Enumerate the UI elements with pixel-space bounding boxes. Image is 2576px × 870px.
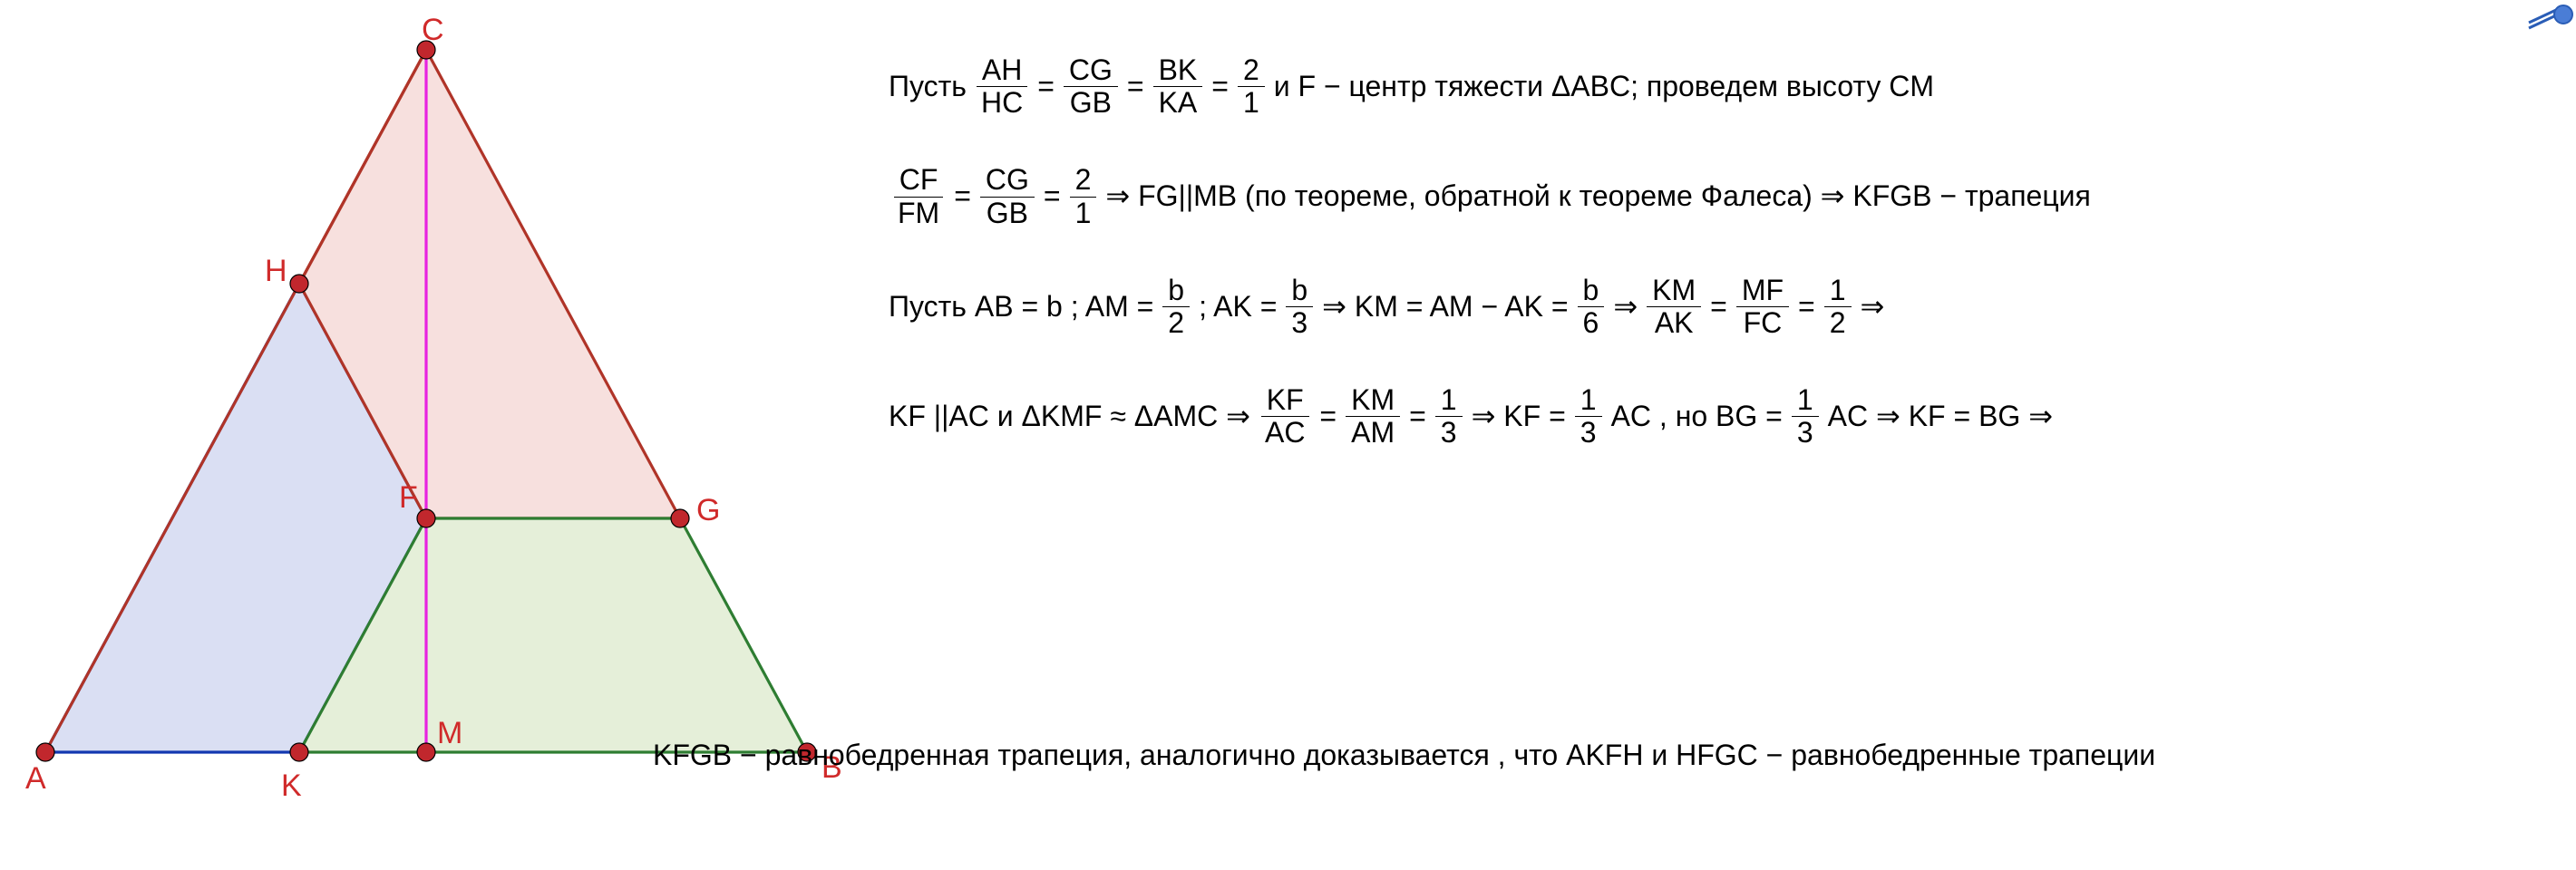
- frac-MF-FC: MFFC: [1736, 275, 1789, 339]
- l1-post: и F − центр тяжести ΔABC; проведем высот…: [1274, 63, 1934, 110]
- frac-KM-AK: KMAK: [1647, 275, 1701, 339]
- l1-pre: Пусть: [889, 63, 967, 110]
- frac-1-3-b: 13: [1575, 384, 1602, 449]
- label-C: C: [422, 18, 444, 47]
- l4d: AC ⇒ KF = BG ⇒: [1828, 393, 2053, 440]
- frac-b-2: b2: [1162, 275, 1190, 339]
- line-2: CFFM = CGGB = 21 ⇒ FG||MB (по теореме, о…: [889, 164, 2540, 228]
- line-1: Пусть AHHC = CGGB = BKKA = 21 и F − цент…: [889, 54, 2540, 119]
- label-G: G: [696, 493, 720, 527]
- eq: =: [1798, 284, 1815, 330]
- l4b: ⇒ KF =: [1472, 393, 1566, 440]
- l2-arr: ⇒ FG||MB (по теореме, обратной к теореме…: [1105, 173, 2091, 219]
- label-F: F: [399, 480, 418, 515]
- label-H: H: [265, 254, 287, 288]
- frac-KF-AC: KFAC: [1259, 384, 1310, 449]
- frac-b-3: b3: [1286, 275, 1313, 339]
- eq: =: [1044, 173, 1061, 219]
- eq: =: [1211, 63, 1229, 110]
- frac-b-6: b6: [1578, 275, 1605, 339]
- label-A: A: [25, 761, 46, 796]
- geometry-svg: ABCHGKMF: [18, 18, 852, 852]
- point-K: [290, 743, 308, 761]
- l3d: ⇒: [1613, 284, 1638, 330]
- eq: =: [1710, 284, 1727, 330]
- l3a: Пусть AB = b ; AM =: [889, 284, 1153, 330]
- line-4: KF ||AC и ΔKMF ≈ ΔAMC ⇒ KFAC = KMAM = 13…: [889, 384, 2540, 449]
- eq: =: [1037, 63, 1055, 110]
- geogebra-icon[interactable]: [2527, 2, 2574, 34]
- eq: =: [1319, 393, 1337, 440]
- l4c: AC , но BG =: [1611, 393, 1783, 440]
- eq: =: [954, 173, 971, 219]
- proof-text: Пусть AHHC = CGGB = BKKA = 21 и F − цент…: [852, 18, 2558, 495]
- frac-1-3-c: 13: [1792, 384, 1819, 449]
- point-H: [290, 275, 308, 293]
- point-G: [671, 509, 689, 527]
- frac-KM-AM: KMAM: [1346, 384, 1400, 449]
- label-K: K: [281, 768, 302, 803]
- frac-CF-FM: CFFM: [892, 164, 945, 228]
- point-M: [417, 743, 435, 761]
- point-F: [417, 509, 435, 527]
- eq: =: [1409, 393, 1426, 440]
- frac-BK-KA: BKKA: [1153, 54, 1203, 119]
- label-M: M: [437, 716, 462, 750]
- frac-2-1: 21: [1238, 54, 1265, 119]
- l3e: ⇒: [1861, 284, 1885, 330]
- frac-1-3: 13: [1435, 384, 1463, 449]
- geometry-diagram: ABCHGKMF: [18, 18, 852, 852]
- eq: =: [1127, 63, 1144, 110]
- point-A: [36, 743, 54, 761]
- frac-1-2: 12: [1824, 275, 1852, 339]
- l3b: ; AK =: [1199, 284, 1277, 330]
- l3c: ⇒ KM = AM − AK =: [1322, 284, 1568, 330]
- frac-2-1-b: 21: [1070, 164, 1097, 228]
- line-5: KFGB − равнобедренная трапеция, аналогич…: [653, 739, 2155, 772]
- line-3: Пусть AB = b ; AM = b2 ; AK = b3 ⇒ KM = …: [889, 275, 2540, 339]
- frac-CG-GB-2: CGGB: [980, 164, 1035, 228]
- frac-CG-GB: CGGB: [1064, 54, 1118, 119]
- l4a: KF ||AC и ΔKMF ≈ ΔAMC ⇒: [889, 393, 1250, 440]
- frac-AH-HC: AHHC: [976, 54, 1028, 119]
